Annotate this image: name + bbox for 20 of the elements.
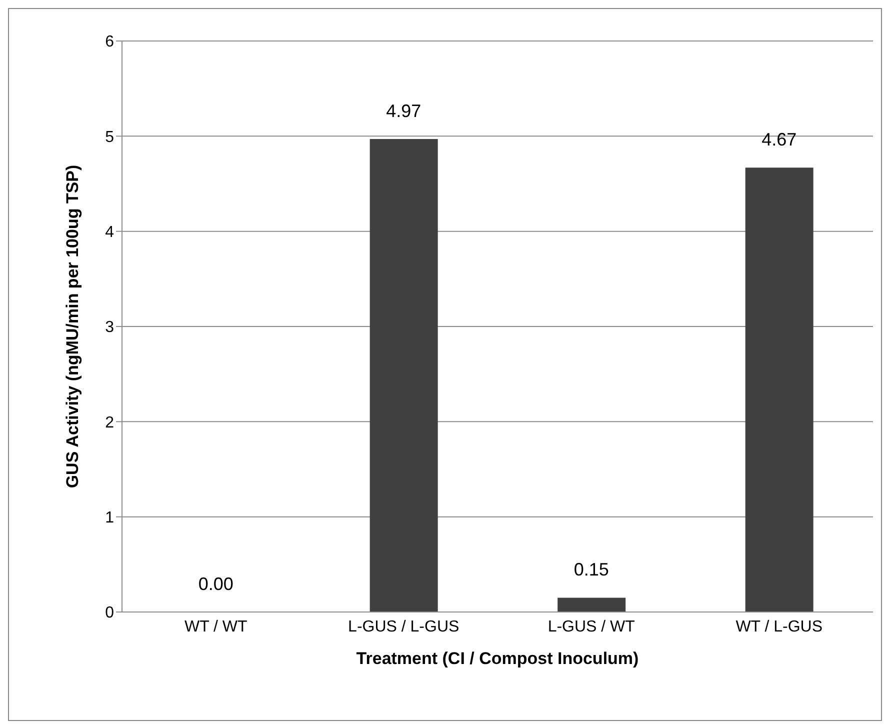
y-axis-title: GUS Activity (ngMU/min per 100ug TSP) xyxy=(63,164,82,488)
x-tick-label: WT / L-GUS xyxy=(736,618,823,636)
data-label: 4.97 xyxy=(386,101,422,122)
bar xyxy=(745,168,814,612)
data-label: 0.15 xyxy=(574,560,609,580)
y-tick-label: 2 xyxy=(105,414,114,432)
y-tick-label: 0 xyxy=(105,604,114,622)
data-label: 4.67 xyxy=(762,130,797,150)
y-tick-label: 4 xyxy=(105,224,114,242)
y-tick-label: 6 xyxy=(105,34,114,51)
y-tick-label: 1 xyxy=(105,510,114,527)
y-tick-label: 5 xyxy=(105,128,114,146)
data-label: 0.00 xyxy=(198,574,234,594)
bar xyxy=(370,139,438,612)
x-tick-label: L-GUS / WT xyxy=(548,618,636,636)
y-tick-label: 3 xyxy=(105,319,114,336)
bar xyxy=(558,598,626,612)
x-axis-title: Treatment (CI / Compost Inoculum) xyxy=(356,649,639,668)
x-tick-label: L-GUS / L-GUS xyxy=(348,618,460,636)
x-tick-label: WT / WT xyxy=(184,618,248,636)
